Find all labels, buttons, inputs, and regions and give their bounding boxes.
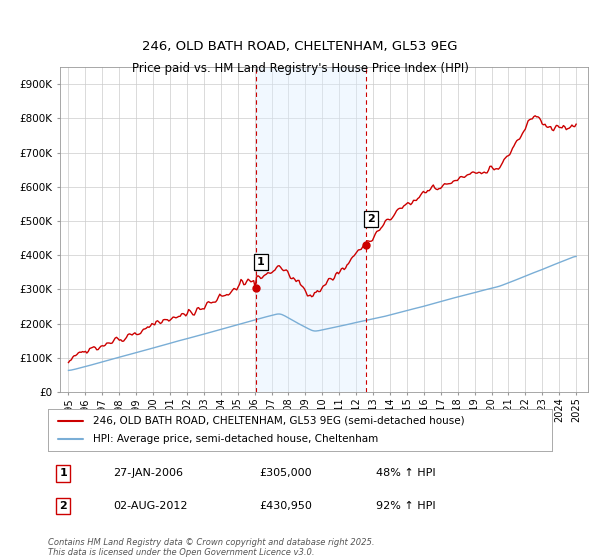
Text: Price paid vs. HM Land Registry's House Price Index (HPI): Price paid vs. HM Land Registry's House … <box>131 62 469 74</box>
Text: 246, OLD BATH ROAD, CHELTENHAM, GL53 9EG: 246, OLD BATH ROAD, CHELTENHAM, GL53 9EG <box>142 40 458 53</box>
Text: 1: 1 <box>59 468 67 478</box>
Text: 48% ↑ HPI: 48% ↑ HPI <box>376 468 435 478</box>
Text: 27-JAN-2006: 27-JAN-2006 <box>113 468 184 478</box>
Text: 92% ↑ HPI: 92% ↑ HPI <box>376 501 435 511</box>
Text: 246, OLD BATH ROAD, CHELTENHAM, GL53 9EG (semi-detached house): 246, OLD BATH ROAD, CHELTENHAM, GL53 9EG… <box>94 416 465 426</box>
Text: Contains HM Land Registry data © Crown copyright and database right 2025.
This d: Contains HM Land Registry data © Crown c… <box>48 538 374 557</box>
Text: 2: 2 <box>59 501 67 511</box>
Text: £430,950: £430,950 <box>260 501 313 511</box>
Text: £305,000: £305,000 <box>260 468 313 478</box>
Text: 1: 1 <box>257 257 265 267</box>
Text: 02-AUG-2012: 02-AUG-2012 <box>113 501 188 511</box>
Text: HPI: Average price, semi-detached house, Cheltenham: HPI: Average price, semi-detached house,… <box>94 434 379 444</box>
Text: 2: 2 <box>367 214 375 224</box>
Bar <box>256 67 366 392</box>
